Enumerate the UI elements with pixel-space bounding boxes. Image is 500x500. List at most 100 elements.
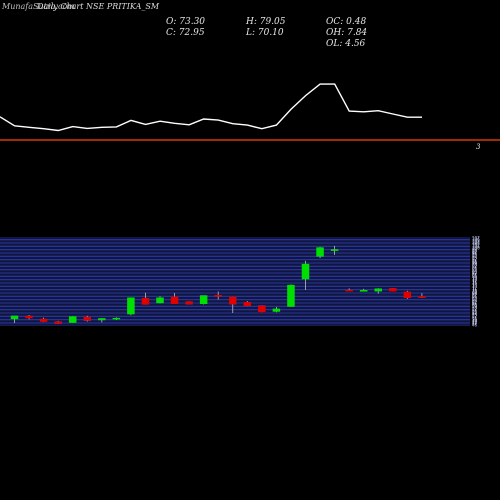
price-tick-label: 62: [472, 300, 478, 305]
candle-body: [170, 296, 179, 304]
candle: [418, 293, 426, 298]
volume-panel: [0, 83, 422, 132]
volume-line: [0, 83, 422, 132]
price-tick-label: 96: [472, 251, 478, 256]
price-tick-label: 68: [472, 291, 478, 296]
price-tick-label: 75: [472, 281, 478, 286]
price-tick-label: 99: [472, 247, 478, 252]
candle-body: [25, 315, 33, 319]
candle: [287, 284, 295, 307]
price-tick-label: 71: [472, 287, 478, 292]
price-tick-label: 87: [472, 264, 478, 269]
candle-body: [243, 302, 252, 306]
price-tick-label: 53: [472, 313, 478, 318]
candle: [345, 288, 353, 292]
candle: [98, 318, 106, 323]
candle-body: [141, 297, 150, 305]
candle-body: [98, 318, 106, 321]
candle-body: [127, 297, 135, 315]
candle-body: [345, 289, 353, 292]
price-tick-label: 105: [472, 238, 480, 243]
price-tick-label: 74: [472, 283, 478, 288]
candle-body: [374, 288, 382, 292]
price-tick-label: 63: [472, 298, 478, 303]
candle-body: [229, 296, 237, 305]
price-tick-label: 97: [472, 250, 478, 255]
price-tick-label: 106: [472, 237, 480, 242]
price-grid: [0, 237, 470, 326]
watermark: MunafaSutra.com: [2, 2, 75, 11]
price-tick-label: 76: [472, 280, 478, 285]
price-tick-label: 92: [472, 257, 478, 262]
candle-body: [68, 316, 77, 323]
candle: [68, 316, 77, 323]
candle-body: [316, 247, 324, 257]
price-tick-label: 78: [472, 277, 478, 282]
price-tick-label: 85: [472, 267, 478, 272]
candle-body: [112, 317, 121, 320]
candle: [229, 296, 237, 313]
price-tick-label: 50: [472, 317, 478, 322]
candle: [316, 246, 324, 259]
candle-body: [272, 308, 281, 312]
price-tick-label: 103: [472, 241, 480, 246]
price-tick-label: 84: [472, 268, 478, 273]
high-value: H: 79.05: [246, 17, 286, 27]
candle: [301, 260, 310, 290]
candle-body: [359, 290, 368, 292]
candle-body: [199, 295, 208, 304]
price-tick-label: 73: [472, 284, 478, 289]
price-tick-label: 101: [472, 244, 480, 249]
price-tick-label: 86: [472, 266, 478, 271]
candle: [83, 315, 91, 322]
chart-title: Daily Chart NSE PRITIKA_SM: [37, 2, 160, 11]
price-tick-label: 56: [472, 308, 478, 313]
price-tick-label: 80: [472, 274, 478, 279]
price-tick-label: 72: [472, 286, 478, 291]
candle: [374, 288, 382, 294]
candle-body: [214, 295, 222, 297]
close-value: C: 72.95: [166, 28, 205, 38]
candle: [170, 293, 179, 304]
candle-body: [403, 291, 412, 298]
price-tick-label: 66: [472, 294, 478, 299]
candle: [54, 320, 62, 324]
price-tick-label: 79: [472, 276, 478, 281]
price-tick-label: 52: [472, 314, 478, 319]
candle-body: [54, 321, 62, 324]
candle: [10, 315, 19, 323]
price-tick-label: 100: [472, 246, 480, 251]
candle-body: [418, 296, 426, 298]
candle-body: [287, 284, 295, 307]
candle-body: [83, 316, 91, 321]
price-tick-label: 77: [472, 278, 478, 283]
price-tick-label: 88: [472, 263, 478, 268]
candle: [25, 315, 33, 320]
price-tick-label: 107: [472, 236, 480, 241]
candle-body: [330, 249, 339, 251]
price-tick-label: 83: [472, 270, 478, 275]
open-close-value: OC: 0.48: [326, 17, 367, 27]
candle: [112, 317, 121, 320]
price-tick-label: 70: [472, 288, 478, 293]
price-tick-label: 47: [472, 321, 478, 326]
candle-body: [185, 301, 193, 305]
low-value: L: 70.10: [246, 28, 284, 38]
price-tick-label: 95: [472, 253, 478, 258]
price-tick-label: 59: [472, 304, 478, 309]
price-tick-label: 48: [472, 320, 478, 325]
candle: [39, 317, 48, 323]
candle-body: [389, 288, 397, 292]
candle-body: [156, 297, 164, 304]
open-value: O: 73.30: [166, 17, 206, 27]
candle: [214, 291, 222, 300]
volume-marker: 3: [476, 143, 481, 151]
price-tick-label: 93: [472, 256, 478, 261]
price-tick-label: 104: [472, 240, 480, 245]
price-tick-label: 51: [472, 316, 478, 321]
price-tick-label: 46: [472, 323, 478, 328]
price-tick-label: 54: [472, 311, 478, 316]
price-tick-label: 102: [472, 243, 480, 248]
price-tick-label: 67: [472, 293, 478, 298]
price-tick-label: 57: [472, 307, 478, 312]
